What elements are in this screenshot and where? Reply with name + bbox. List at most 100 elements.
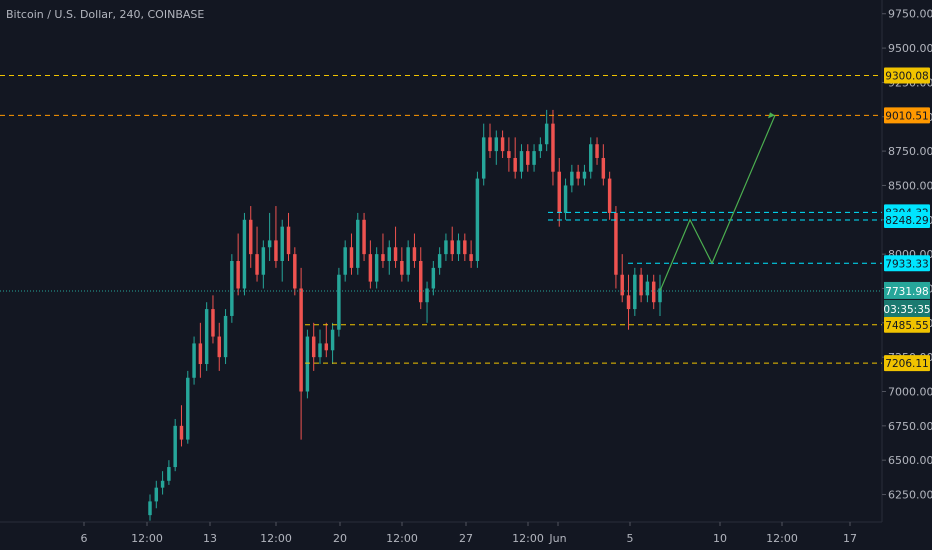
candle-body — [293, 254, 297, 289]
candle-body — [582, 171, 587, 179]
projection-arrowhead — [768, 112, 775, 119]
y-tick-label: 6750.00 — [888, 420, 932, 433]
candle-body — [167, 467, 171, 481]
candle-body — [330, 329, 335, 351]
candle-body — [481, 137, 486, 179]
level-label-box — [884, 107, 930, 124]
x-tick-label: 13 — [203, 532, 217, 545]
candle-body — [551, 123, 555, 172]
candle-body — [148, 501, 152, 516]
x-tick-label: 12:00 — [131, 532, 163, 545]
candle-body — [280, 226, 284, 261]
y-tick-label: 7000.00 — [888, 386, 932, 399]
candle-body — [645, 281, 650, 296]
candle-body — [160, 480, 165, 488]
candle-body — [236, 261, 240, 289]
level-label: 8248.29 — [885, 215, 928, 227]
candle-body — [595, 144, 599, 158]
candle-body — [393, 247, 398, 261]
candle-body — [658, 288, 662, 303]
candle-body — [374, 254, 379, 282]
candle-body — [456, 240, 461, 255]
candle-body — [324, 343, 329, 351]
candle-body — [211, 309, 215, 337]
candle-body — [519, 151, 524, 172]
candle-body — [412, 247, 417, 261]
candle-body — [362, 219, 366, 255]
x-tick-label: 12:00 — [766, 532, 798, 545]
candle-body — [633, 274, 637, 310]
candle-body — [507, 151, 511, 158]
level-label-box — [884, 355, 930, 372]
level-label-box — [884, 212, 930, 229]
y-tick-label: 8750.00 — [888, 145, 932, 158]
current-price-label: 7731.98 — [885, 286, 928, 298]
x-tick-label: 12:00 — [386, 532, 418, 545]
candle-body — [406, 247, 410, 275]
candle-body — [154, 487, 159, 502]
candle-body — [513, 157, 517, 172]
x-tick-label: 12:00 — [260, 532, 292, 545]
candle-body — [589, 144, 593, 172]
candle-body — [387, 247, 391, 261]
candle-body — [249, 219, 253, 255]
candle-body — [488, 137, 492, 152]
y-tick-label: 9500.00 — [888, 42, 932, 55]
candle-body — [614, 212, 618, 275]
candle-body — [318, 343, 322, 358]
candle-body — [223, 315, 228, 358]
candle-body — [186, 377, 190, 440]
candle-body — [450, 240, 454, 255]
level-label: 9300.08 — [885, 71, 928, 83]
candle-body — [532, 151, 536, 165]
candle-body — [343, 247, 347, 275]
candle-body — [538, 144, 543, 152]
candle-body — [286, 226, 291, 255]
level-label-box — [884, 255, 930, 272]
candle-body — [349, 247, 354, 268]
candle-body — [179, 425, 184, 440]
candle-body — [463, 240, 467, 255]
candle-body — [444, 240, 448, 255]
candle-body — [381, 254, 385, 261]
candle-body — [267, 240, 272, 248]
symbol-title: Bitcoin / U.S. Dollar, 240, COINBASE — [6, 8, 205, 21]
candle-body — [475, 178, 480, 261]
candle-body — [620, 274, 624, 296]
candle-body — [400, 261, 404, 275]
level-label: 7933.33 — [885, 258, 928, 270]
candle-body — [469, 254, 473, 261]
level-label: 7206.11 — [885, 358, 928, 370]
projection-path — [659, 115, 776, 292]
current-price-box — [884, 281, 930, 299]
candle-body — [570, 171, 574, 186]
candle-body — [255, 254, 259, 275]
y-tick-label: 6250.00 — [888, 489, 932, 502]
candle-body — [261, 247, 266, 275]
candle-body — [204, 309, 209, 365]
candle-body — [607, 178, 612, 213]
candle-body — [230, 261, 234, 316]
candle-body — [425, 288, 429, 303]
candle-body — [299, 288, 303, 392]
candle-body — [274, 240, 278, 261]
level-label: 9010.51 — [885, 110, 928, 122]
candle-body — [173, 425, 177, 468]
candle-body — [563, 185, 568, 213]
candle-body — [192, 343, 196, 378]
x-tick-label: Jun — [548, 532, 566, 545]
candle-body — [419, 261, 423, 303]
candle-body — [626, 295, 631, 310]
level-label-box — [884, 316, 930, 333]
candle-body — [494, 137, 499, 152]
x-tick-label: 5 — [627, 532, 634, 545]
candle-body — [526, 151, 530, 165]
y-tick-label: 6500.00 — [888, 454, 932, 467]
candle-body — [368, 254, 373, 282]
candle-body — [544, 123, 549, 145]
x-tick-label: 10 — [713, 532, 727, 545]
x-tick-label: 6 — [81, 532, 88, 545]
